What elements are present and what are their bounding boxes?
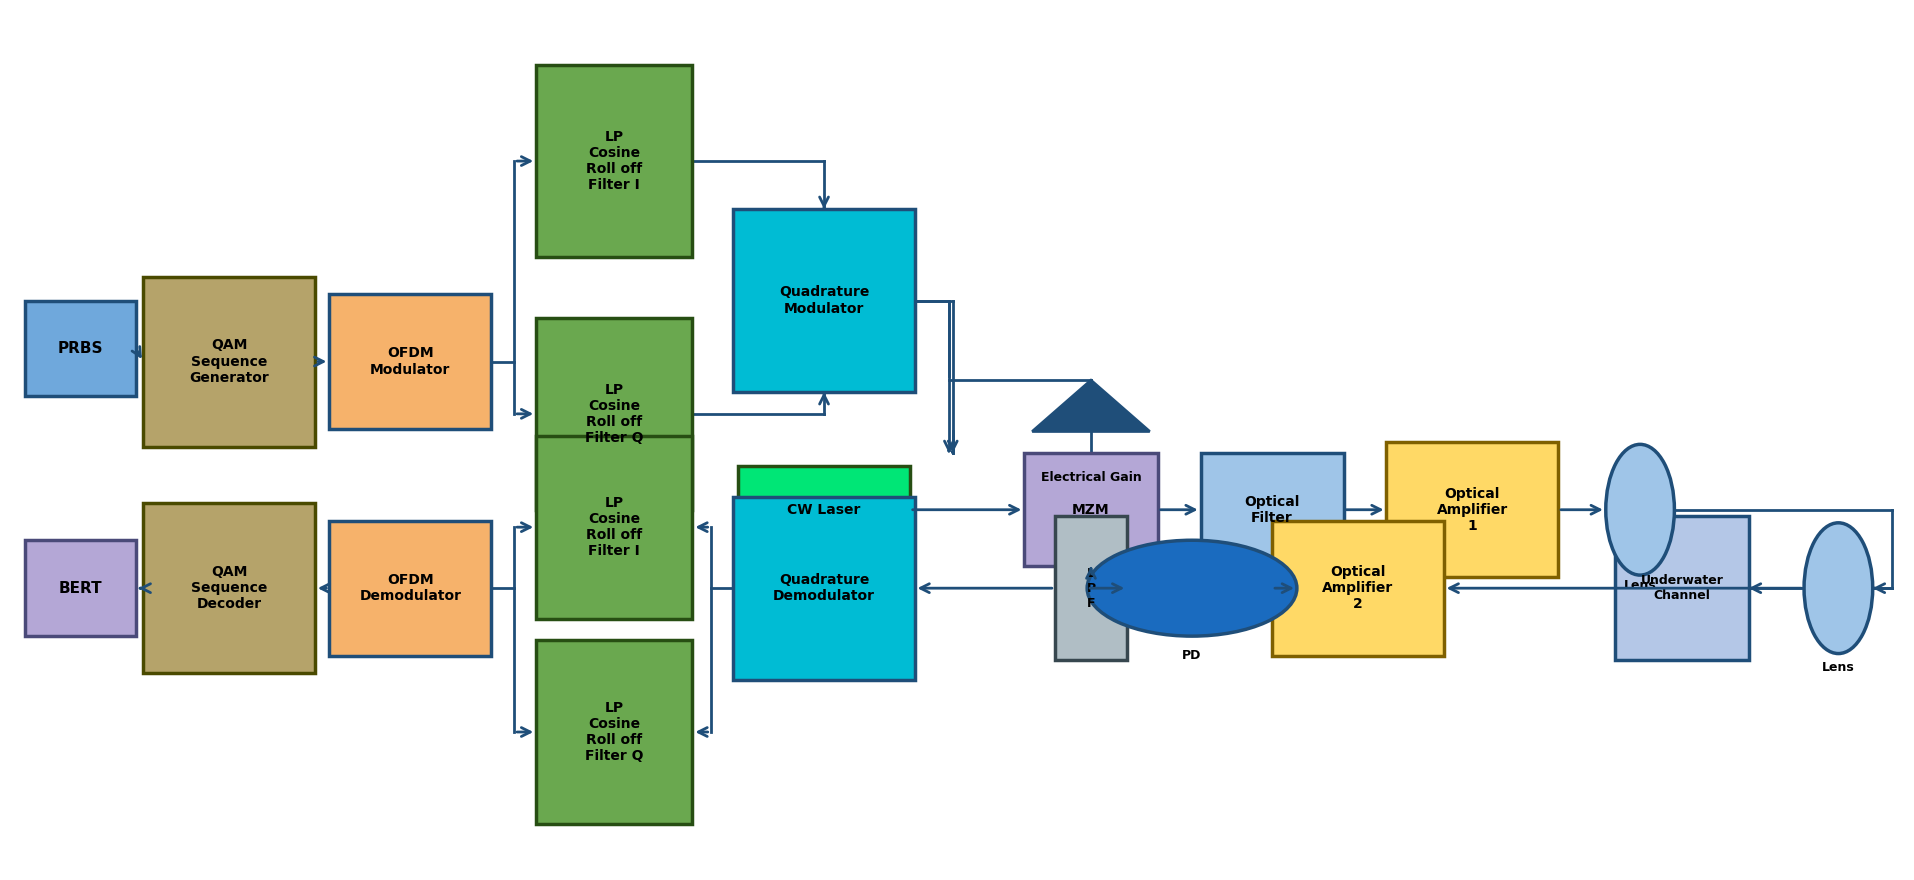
FancyBboxPatch shape — [144, 276, 314, 446]
FancyBboxPatch shape — [1614, 517, 1747, 660]
Text: L
P
F: L P F — [1085, 567, 1095, 610]
FancyBboxPatch shape — [536, 641, 693, 824]
FancyBboxPatch shape — [144, 503, 314, 673]
FancyBboxPatch shape — [536, 436, 693, 619]
Text: Electrical Gain: Electrical Gain — [1039, 472, 1141, 484]
Text: PD: PD — [1181, 649, 1202, 662]
Text: Optical
Filter: Optical Filter — [1244, 495, 1300, 524]
Text: LP
Cosine
Roll off
Filter Q: LP Cosine Roll off Filter Q — [586, 383, 643, 445]
Ellipse shape — [1803, 523, 1872, 654]
Ellipse shape — [1606, 444, 1673, 576]
FancyBboxPatch shape — [1386, 442, 1558, 577]
FancyBboxPatch shape — [329, 294, 492, 429]
Text: LP
Cosine
Roll off
Filter I: LP Cosine Roll off Filter I — [586, 495, 641, 559]
FancyBboxPatch shape — [1024, 453, 1158, 567]
Text: Optical
Amplifier
1: Optical Amplifier 1 — [1436, 487, 1506, 533]
Text: OFDM
Modulator: OFDM Modulator — [369, 347, 450, 377]
FancyBboxPatch shape — [739, 466, 909, 554]
Text: Optical
Amplifier
2: Optical Amplifier 2 — [1321, 565, 1393, 612]
Text: LP
Cosine
Roll off
Filter I: LP Cosine Roll off Filter I — [586, 129, 641, 193]
Text: BERT: BERT — [59, 581, 101, 596]
Text: Lens: Lens — [1623, 579, 1656, 592]
Text: CW Laser: CW Laser — [787, 502, 859, 517]
FancyBboxPatch shape — [1271, 521, 1443, 656]
Text: LP
Cosine
Roll off
Filter Q: LP Cosine Roll off Filter Q — [586, 700, 643, 763]
Text: Quadrature
Demodulator: Quadrature Demodulator — [773, 573, 875, 604]
Text: OFDM
Demodulator: OFDM Demodulator — [360, 573, 461, 604]
FancyBboxPatch shape — [733, 496, 915, 679]
Text: PRBS: PRBS — [57, 341, 103, 356]
FancyBboxPatch shape — [536, 65, 693, 257]
FancyBboxPatch shape — [733, 209, 915, 392]
FancyBboxPatch shape — [536, 318, 693, 510]
Circle shape — [1087, 540, 1296, 636]
FancyBboxPatch shape — [25, 540, 136, 636]
FancyBboxPatch shape — [1200, 453, 1344, 567]
Text: Quadrature
Modulator: Quadrature Modulator — [779, 285, 869, 316]
FancyBboxPatch shape — [25, 301, 136, 396]
Text: Lens: Lens — [1820, 661, 1855, 673]
FancyBboxPatch shape — [329, 521, 492, 656]
Text: QAM
Sequence
Generator: QAM Sequence Generator — [189, 338, 268, 385]
Text: QAM
Sequence
Decoder: QAM Sequence Decoder — [191, 565, 268, 612]
Text: Underwater
Channel: Underwater Channel — [1640, 574, 1723, 602]
Text: MZM: MZM — [1072, 502, 1110, 517]
FancyBboxPatch shape — [1055, 517, 1127, 660]
Polygon shape — [1032, 380, 1148, 431]
